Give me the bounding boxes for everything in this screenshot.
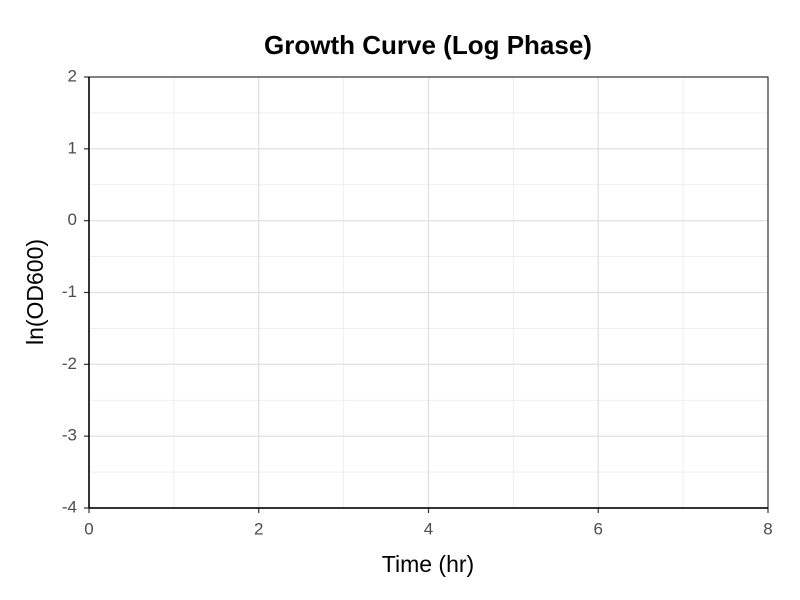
y-tick-label: -4 — [62, 497, 77, 516]
x-tick-label: 4 — [424, 519, 433, 538]
y-tick-label: 2 — [68, 66, 77, 85]
y-axis-label: ln(OD600) — [22, 239, 48, 345]
y-tick-label: -2 — [62, 354, 77, 373]
x-tick-label: 6 — [594, 519, 603, 538]
x-tick-label: 2 — [254, 519, 263, 538]
y-tick-label: 0 — [68, 210, 77, 229]
x-axis-label: Time (hr) — [382, 551, 474, 577]
chart-title: Growth Curve (Log Phase) — [264, 30, 592, 60]
x-tick-label: 8 — [763, 519, 772, 538]
y-tick-label: -3 — [62, 426, 77, 445]
x-tick-label: 0 — [84, 519, 93, 538]
y-tick-label: 1 — [68, 138, 77, 157]
y-tick-label: -1 — [62, 282, 77, 301]
